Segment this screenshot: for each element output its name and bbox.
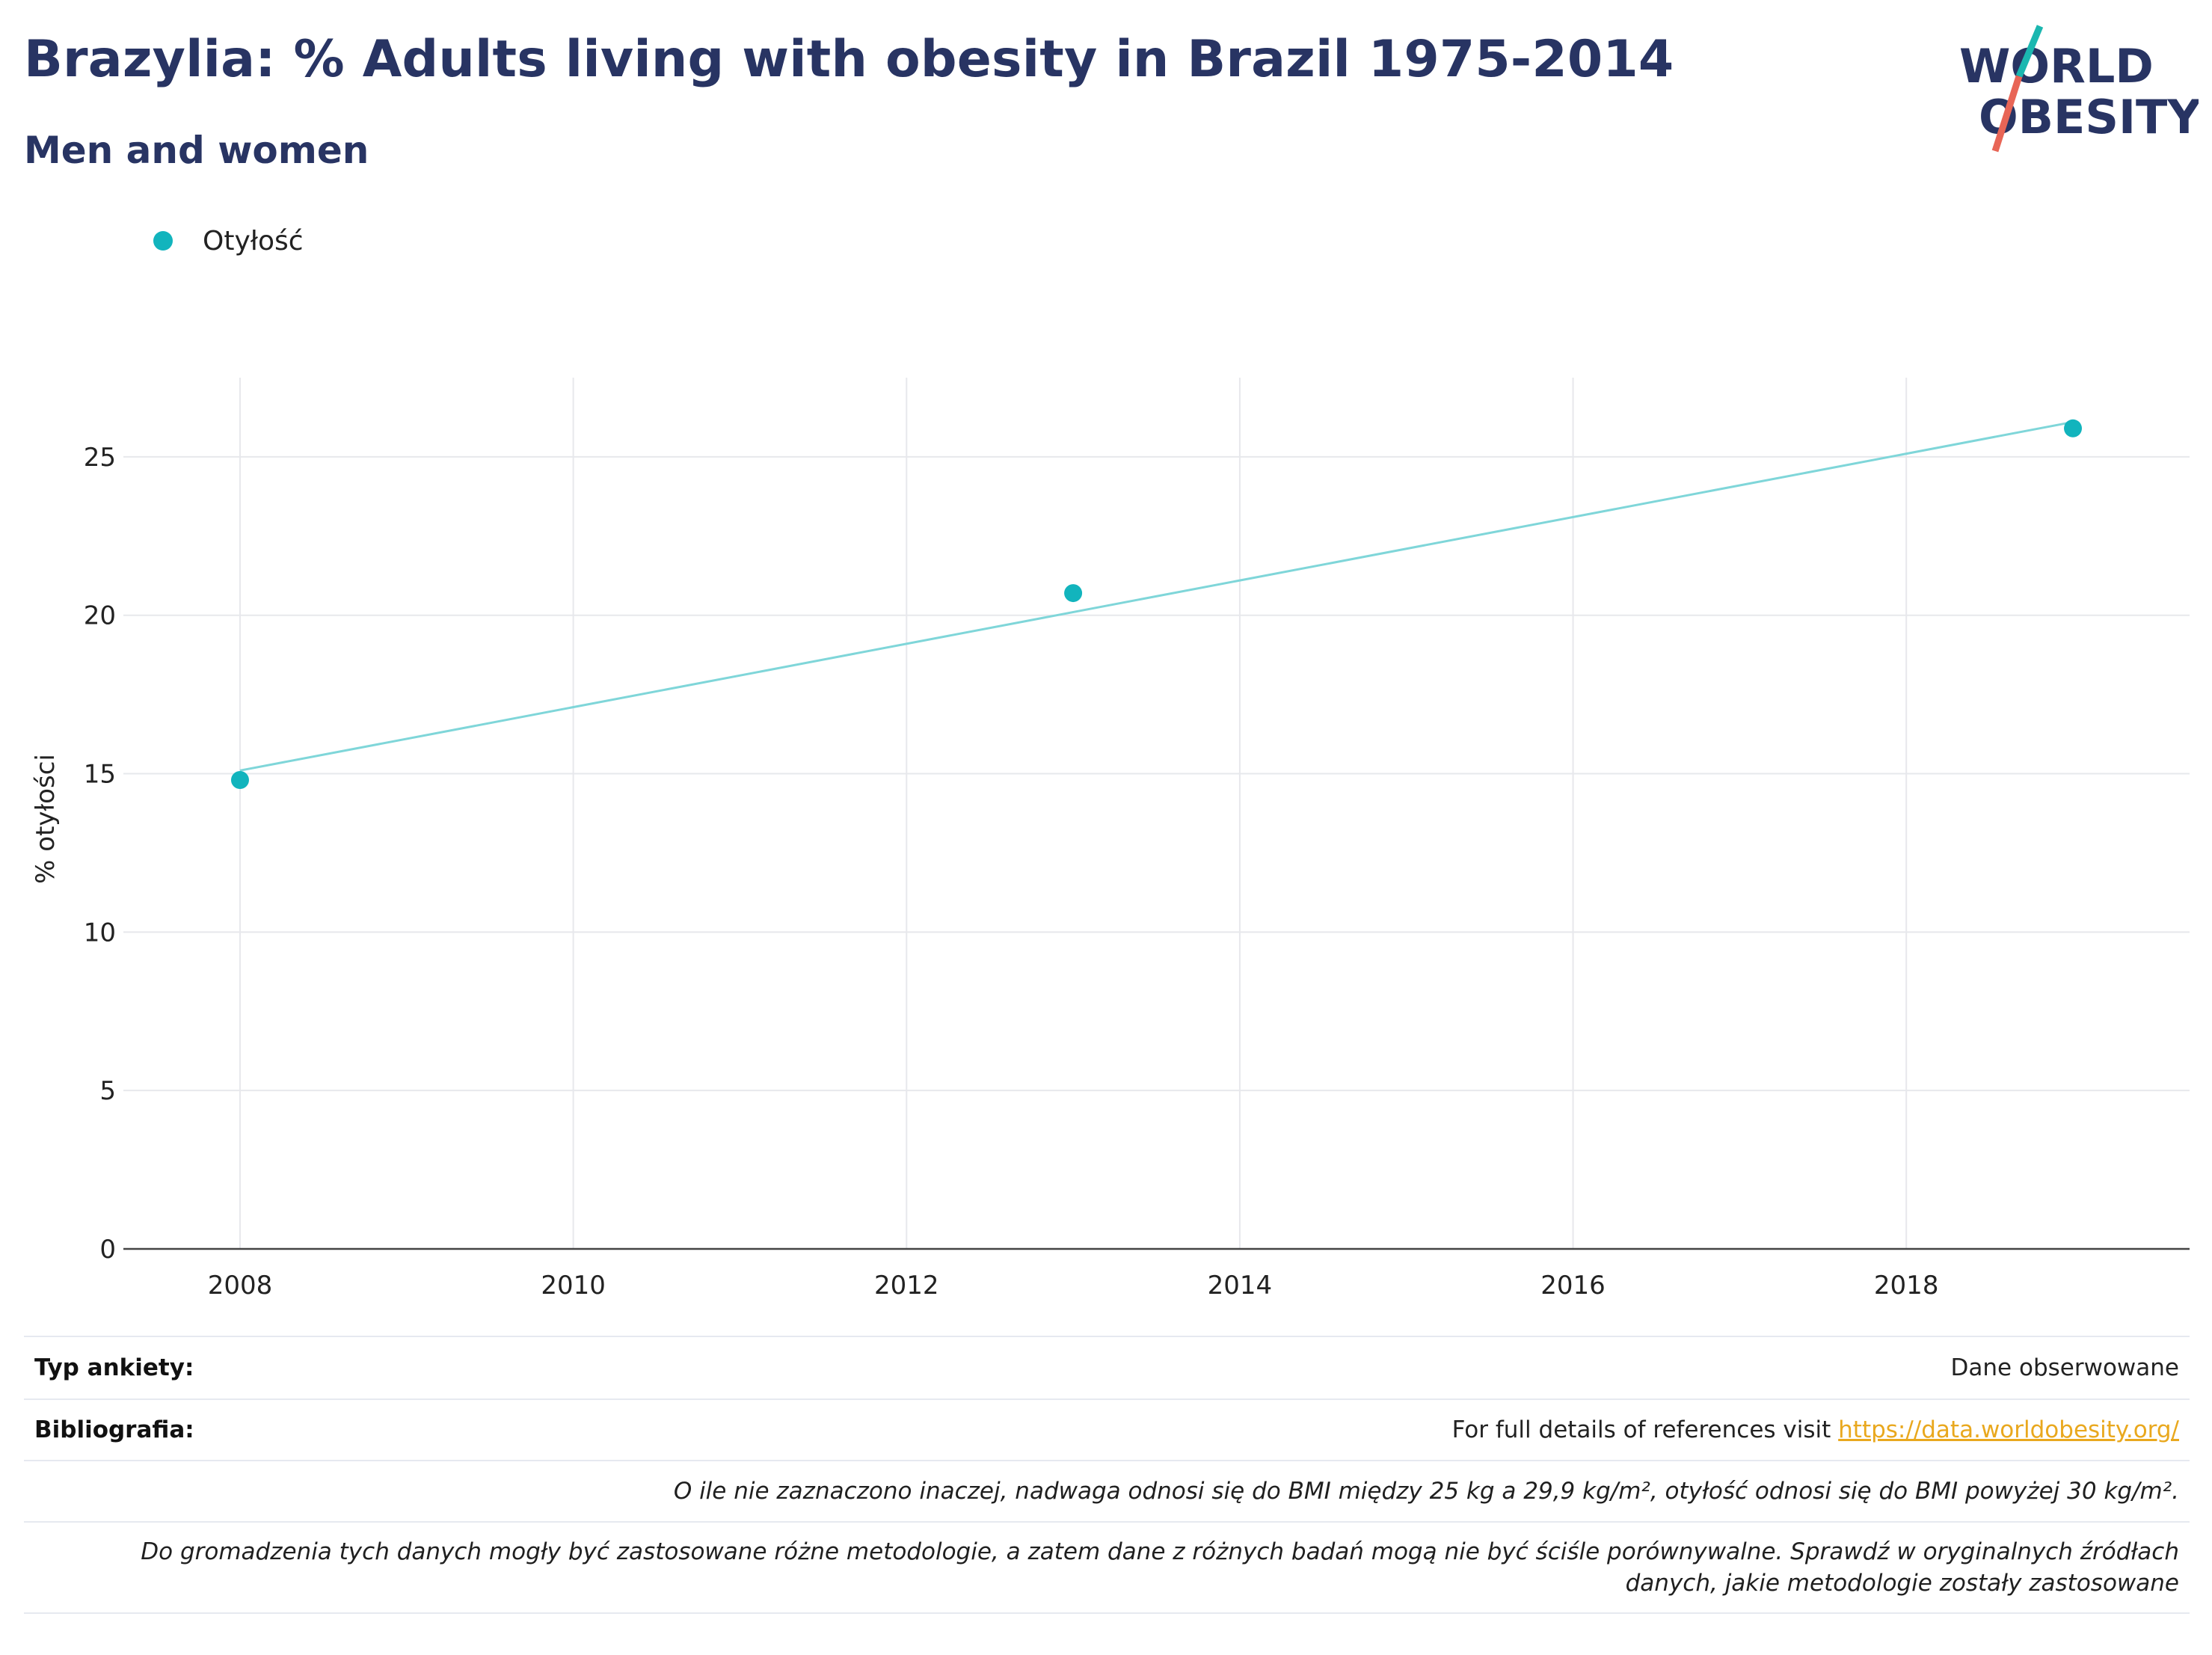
methodology-note-row: Do gromadzenia tych danych mogły być zas… [24, 1521, 2190, 1614]
legend-marker [153, 231, 173, 251]
bibliography-value: For full details of references visit htt… [1452, 1416, 2179, 1443]
y-tick-label: 5 [99, 1076, 116, 1106]
chart-legend[interactable]: Otyłość [153, 224, 304, 257]
bibliography-row: Bibliografia: For full details of refere… [24, 1398, 2190, 1460]
survey-type-value: Dane obserwowane [1950, 1354, 2179, 1381]
methodology-note: Do gromadzenia tych danych mogły być zas… [141, 1536, 2179, 1599]
y-axis-label: % otyłości [31, 754, 61, 884]
y-tick-label: 15 [84, 760, 116, 790]
y-tick-label: 20 [84, 601, 116, 631]
data-point [2064, 419, 2083, 437]
chart-grid [123, 378, 2190, 1249]
definition-note-row: O ile nie zaznaczono inaczej, nadwaga od… [24, 1460, 2190, 1521]
y-tick-label: 0 [99, 1235, 116, 1265]
legend-label: Otyłość [203, 225, 304, 257]
logo-line1: WORLD [1959, 39, 2154, 93]
bibliography-text: For full details of references visit [1451, 1416, 1839, 1443]
chart-footer: Typ ankiety: Dane obserwowane Bibliograf… [24, 1336, 2190, 1614]
bibliography-link[interactable]: https://data.worldobesity.org/ [1838, 1416, 2179, 1443]
bibliography-label: Bibliografia: [34, 1416, 194, 1443]
chart-title: Brazylia: % Adults living with obesity i… [24, 30, 1674, 89]
chart-marks [230, 419, 2083, 790]
data-point [230, 771, 249, 790]
y-tick-label: 25 [84, 443, 116, 473]
x-tick-label: 2016 [1540, 1271, 1606, 1301]
survey-type-label: Typ ankiety: [34, 1354, 194, 1381]
x-tick-label: 2014 [1208, 1271, 1273, 1301]
chart-subtitle: Men and women [24, 129, 369, 172]
survey-type-row: Typ ankiety: Dane obserwowane [24, 1336, 2190, 1398]
methodology-note-line2: danych, jakie metodologie zostały zastos… [1625, 1570, 2179, 1597]
x-tick-label: 2018 [1874, 1271, 1939, 1301]
data-point [1064, 584, 1083, 603]
world-obesity-logo[interactable]: WORLD OBESITY [1944, 22, 2199, 157]
x-tick-label: 2010 [541, 1271, 606, 1301]
trend-line [239, 420, 2074, 772]
x-tick-label: 2008 [208, 1271, 273, 1301]
methodology-note-line1: Do gromadzenia tych danych mogły być zas… [141, 1538, 2179, 1565]
definition-note: O ile nie zaznaczono inaczej, nadwaga od… [673, 1478, 2179, 1505]
chart-axes: 2008 2010 2012 2014 2016 2018 0 5 10 15 20 25 [84, 443, 2190, 1301]
y-tick-label: 10 [84, 918, 116, 948]
x-tick-label: 2012 [874, 1271, 939, 1301]
